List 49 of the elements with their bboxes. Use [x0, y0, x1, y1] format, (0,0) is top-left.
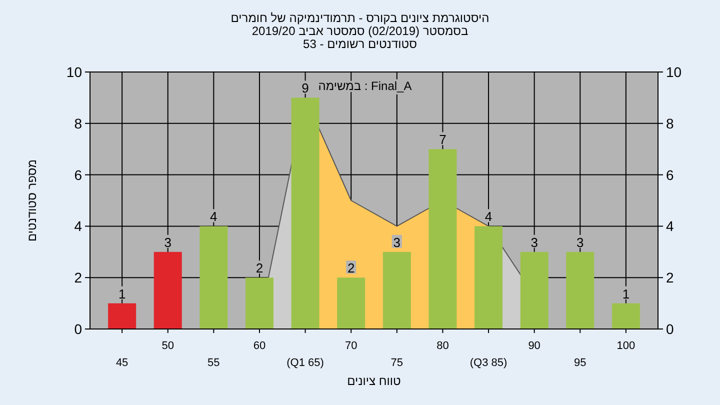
y2-tick-label: 2 [666, 270, 674, 286]
y2-tick-label: 6 [666, 166, 674, 183]
x-tick-label: 80 [436, 340, 449, 352]
y-tick-label: 0 [74, 321, 82, 337]
chart-title: היסטוגרמת ציונים בקורס - תרמודינמיקה של חומרים [230, 11, 490, 25]
bar [200, 226, 228, 329]
bar [382, 252, 411, 329]
y-tick-label: 4 [74, 218, 82, 234]
x-tick-label: 60 [253, 340, 266, 352]
x-tick-label: 45 [116, 357, 128, 369]
y2-tick-label: 4 [666, 218, 674, 234]
y-tick-label: 6 [74, 166, 82, 183]
y-tick-label: 2 [74, 270, 82, 286]
y2-tick-label: 10 [666, 64, 682, 80]
x-tick-label: 70 [344, 340, 358, 352]
data-label: 3 [576, 234, 584, 250]
bar [612, 303, 640, 329]
data-label: 3 [164, 234, 172, 250]
y2-tick-label: 0 [666, 321, 674, 337]
bar [108, 303, 136, 329]
bar [428, 149, 457, 329]
data-label: 2 [347, 260, 355, 276]
y-tick-label: 10 [66, 64, 82, 80]
bar [566, 252, 594, 329]
chart-subtitle: בסמסטר (02/2019) סמסטר אביב 2019/20 סטודנטים רשומים - 53 [252, 24, 468, 51]
bar [245, 278, 274, 329]
bar [154, 252, 182, 329]
x-tick-label: 95 [574, 357, 586, 369]
data-label: 2 [256, 260, 264, 276]
data-label: 1 [118, 286, 126, 302]
x-tick-label: (Q1 65) [286, 357, 324, 369]
x-tick-label: 55 [208, 357, 220, 369]
y-axis-title: מספר סטודנטים [25, 159, 39, 242]
data-label: 3 [393, 234, 401, 250]
data-label: 9 [302, 80, 309, 96]
x-tick-label: (Q3 85) [470, 357, 508, 369]
x-axis-title: טווח ציונים [347, 374, 402, 388]
x-tick-label: 75 [390, 357, 404, 369]
x-tick-label: 90 [528, 340, 540, 352]
data-label: 1 [622, 286, 630, 302]
data-label: 4 [210, 209, 218, 224]
data-label: 7 [439, 132, 446, 148]
y-tick-label: 8 [74, 115, 82, 132]
data-label: 4 [484, 209, 492, 224]
x-tick-label: 50 [162, 340, 174, 352]
x-tick-label: 100 [616, 340, 636, 352]
bar [337, 278, 366, 329]
data-label: 3 [530, 234, 538, 250]
y2-tick-label: 8 [666, 115, 674, 132]
